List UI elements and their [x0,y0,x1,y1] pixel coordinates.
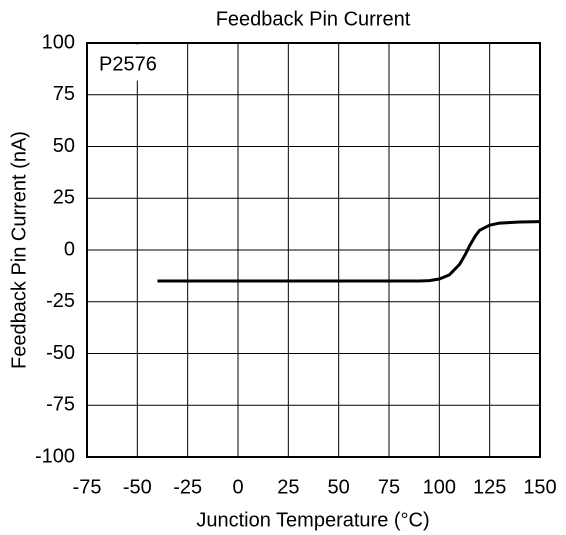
x-tick-label: 50 [328,476,350,498]
y-tick-label: 75 [53,83,75,105]
y-tick-label: -100 [35,445,75,467]
chart-title: Feedback Pin Current [216,8,411,30]
y-axis-label: Feedback Pin Current (nA) [8,131,30,369]
y-tick-label: -25 [46,290,75,312]
y-tick-label: 0 [64,238,75,260]
line [157,220,541,283]
plot-frame [86,42,541,458]
y-tick-label: 25 [53,187,75,209]
x-tick-label: 0 [232,476,243,498]
x-tick-label: 25 [277,476,299,498]
x-tick-label: 150 [523,476,556,498]
y-tick-label: 50 [53,135,75,157]
x-axis-label: Junction Temperature (°C) [196,509,429,531]
x-tick-label: -50 [123,476,152,498]
y-tick-label: 100 [42,31,75,53]
annotation-box [88,44,181,81]
x-tick-label: 75 [378,476,400,498]
y-tick-label: -75 [46,394,75,416]
x-tick-label: -75 [73,476,102,498]
x-tick-label: 125 [473,476,506,498]
y-tick-label: -50 [46,342,75,364]
annotation: P2576 [99,53,157,75]
x-tick-label: -25 [173,476,202,498]
x-tick-label: 100 [423,476,456,498]
